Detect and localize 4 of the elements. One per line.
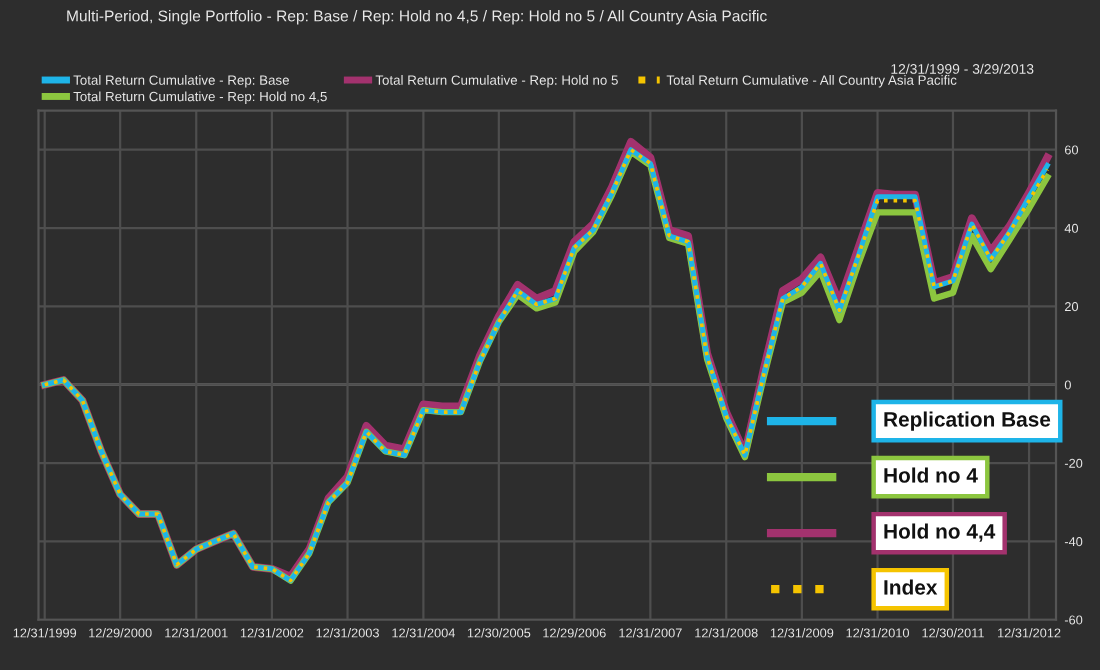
annotation: Index xyxy=(884,579,938,595)
annotation: Hold no 4 xyxy=(884,467,978,483)
annotation: Hold no 4,4 xyxy=(884,523,996,542)
annotation: Replication Base xyxy=(884,411,1051,431)
